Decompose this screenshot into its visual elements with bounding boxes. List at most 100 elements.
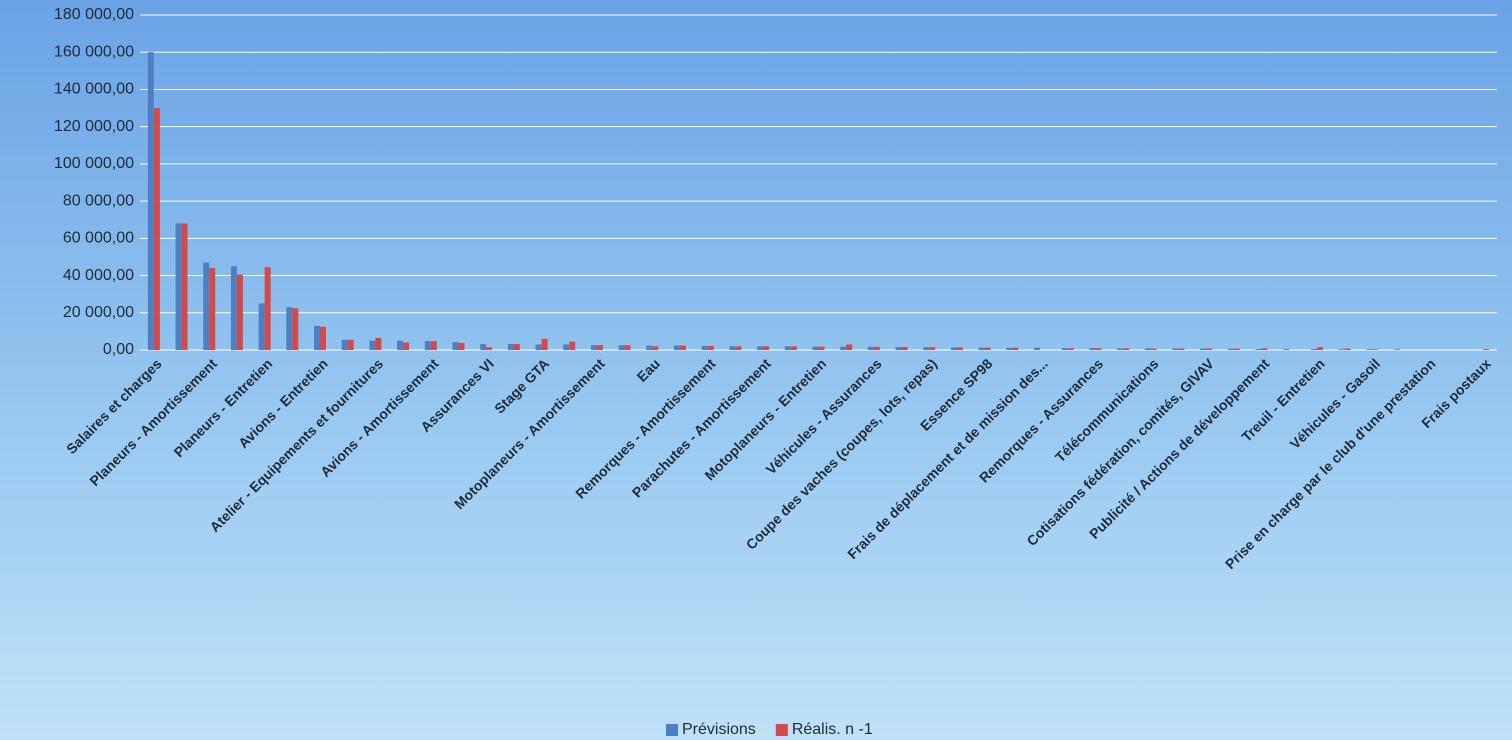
bar bbox=[1372, 349, 1379, 350]
bar bbox=[236, 274, 243, 350]
bar bbox=[397, 340, 404, 350]
bar bbox=[590, 345, 597, 350]
bar bbox=[1255, 348, 1262, 350]
bar bbox=[403, 342, 410, 350]
bar bbox=[1123, 348, 1130, 350]
bar bbox=[784, 346, 791, 350]
bar bbox=[763, 346, 770, 350]
x-tick-label: Frais de déplacement et de mission des..… bbox=[844, 355, 1051, 562]
legend-swatch bbox=[775, 724, 788, 736]
bar bbox=[153, 108, 160, 350]
bar bbox=[424, 341, 431, 350]
bar bbox=[674, 345, 681, 350]
x-tick-label: Coupe des vaches (coupes, lots, repas) bbox=[743, 355, 940, 552]
bar bbox=[701, 345, 708, 350]
y-tick-label: 120 000,00 bbox=[54, 118, 134, 135]
bar bbox=[1483, 349, 1490, 350]
bar bbox=[646, 345, 653, 350]
bar bbox=[1150, 348, 1157, 350]
y-tick-label: 180 000,00 bbox=[54, 6, 134, 23]
bar bbox=[873, 346, 880, 350]
x-tick-label: Télécommunications bbox=[1052, 355, 1162, 465]
bar bbox=[1067, 348, 1074, 350]
bar bbox=[1233, 348, 1240, 350]
bar bbox=[1261, 348, 1268, 350]
y-tick-label: 0,00 bbox=[103, 341, 134, 358]
y-tick-label: 100 000,00 bbox=[54, 155, 134, 172]
bar bbox=[286, 307, 293, 350]
bar bbox=[624, 345, 631, 350]
bar bbox=[1394, 349, 1401, 350]
bar bbox=[458, 342, 465, 350]
bar bbox=[1061, 348, 1068, 350]
bar bbox=[1144, 348, 1151, 350]
bar bbox=[507, 344, 514, 350]
bar bbox=[1172, 348, 1179, 350]
bar bbox=[1310, 349, 1317, 350]
bar bbox=[569, 341, 576, 350]
bar bbox=[680, 345, 687, 350]
bar bbox=[867, 346, 874, 350]
bar bbox=[1178, 348, 1185, 350]
bar bbox=[147, 52, 154, 350]
bar bbox=[1117, 348, 1124, 350]
bar bbox=[209, 268, 216, 350]
bar bbox=[1200, 348, 1207, 350]
bar bbox=[1227, 348, 1234, 350]
bar bbox=[757, 346, 764, 350]
bar bbox=[1034, 347, 1041, 350]
bar bbox=[292, 308, 299, 350]
bar bbox=[230, 266, 237, 350]
bar bbox=[790, 346, 797, 350]
bar bbox=[314, 325, 321, 350]
bar bbox=[652, 346, 659, 350]
bar bbox=[320, 326, 327, 350]
bar bbox=[812, 346, 819, 350]
bar bbox=[895, 347, 902, 350]
bar bbox=[735, 346, 742, 350]
x-tick-label: Salaires et charges bbox=[63, 355, 165, 457]
bar bbox=[541, 338, 548, 350]
x-tick-label: Eau bbox=[634, 355, 663, 384]
bar bbox=[1089, 348, 1096, 350]
bar bbox=[929, 347, 936, 350]
bar bbox=[1366, 349, 1373, 350]
y-tick-label: 40 000,00 bbox=[63, 267, 134, 284]
bar bbox=[486, 347, 493, 350]
bar bbox=[978, 347, 985, 350]
bar bbox=[347, 339, 354, 350]
y-tick-label: 60 000,00 bbox=[63, 230, 134, 247]
bar bbox=[950, 347, 957, 350]
y-tick-label: 140 000,00 bbox=[54, 81, 134, 98]
x-tick-label: Prise en charge par le club d'une presta… bbox=[1222, 355, 1439, 572]
legend-label: Prévisions bbox=[682, 721, 756, 738]
bar bbox=[956, 347, 963, 350]
bar bbox=[923, 347, 930, 350]
bar bbox=[264, 267, 271, 350]
bar bbox=[1283, 349, 1290, 350]
bar bbox=[840, 346, 847, 350]
bar bbox=[707, 345, 714, 350]
bar bbox=[1338, 349, 1345, 350]
bar bbox=[818, 346, 825, 350]
bar bbox=[181, 223, 188, 350]
bar bbox=[596, 345, 603, 350]
bar bbox=[452, 342, 459, 350]
y-tick-label: 20 000,00 bbox=[63, 304, 134, 321]
bar bbox=[563, 344, 570, 350]
bar bbox=[729, 346, 736, 350]
bar bbox=[369, 340, 376, 350]
bar bbox=[1095, 348, 1102, 350]
y-tick-label: 80 000,00 bbox=[63, 192, 134, 209]
bar bbox=[480, 344, 487, 350]
bar bbox=[1344, 348, 1351, 350]
bar bbox=[375, 337, 382, 350]
y-tick-label: 160 000,00 bbox=[54, 43, 134, 60]
bar bbox=[258, 303, 265, 350]
x-tick-label: Planeurs - Entretien bbox=[171, 355, 276, 460]
bar bbox=[846, 344, 853, 350]
bar bbox=[1006, 347, 1013, 350]
bar bbox=[513, 344, 520, 350]
